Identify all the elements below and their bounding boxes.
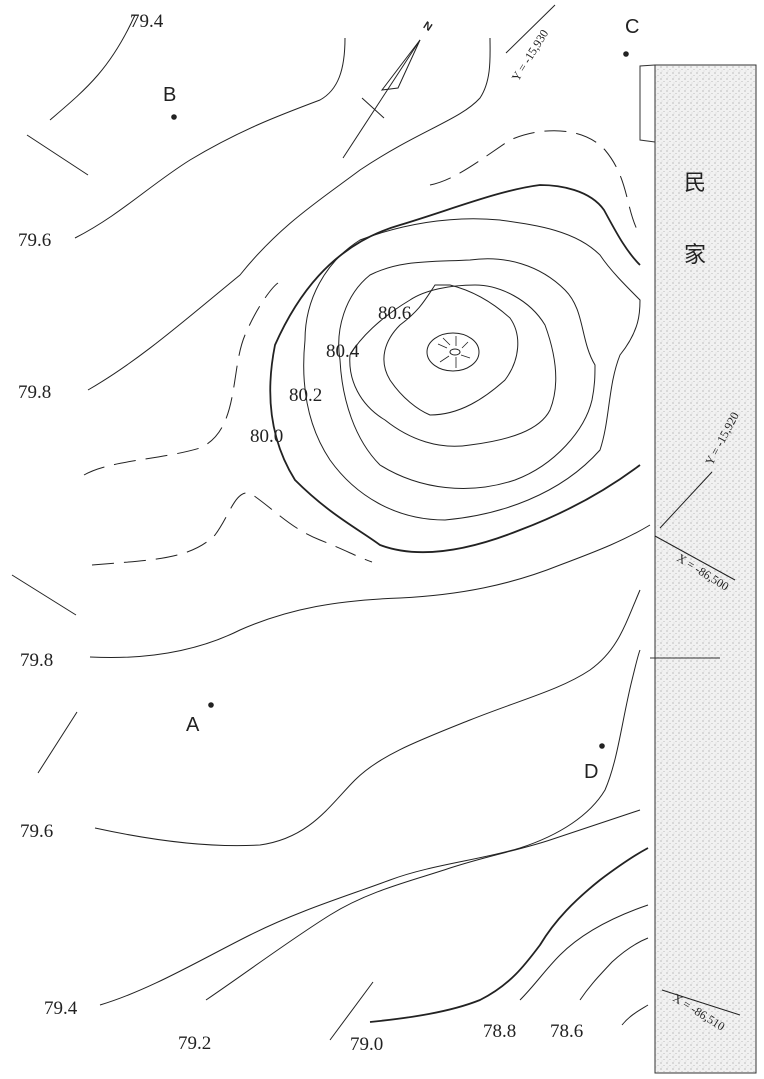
contour-label-796-left-bottom: 79.6: [20, 821, 53, 842]
building-label-2: 家: [684, 242, 706, 267]
contour-label-794-top: 79.4: [130, 11, 164, 32]
contour-798-bottom: [89, 524, 651, 658]
contour-dashed-lower: [91, 492, 373, 566]
point-a-marker: [208, 702, 214, 708]
grid-tick-top-left: [26, 134, 89, 176]
contour-dashed-upper: [83, 282, 279, 476]
grid-tick-y-right: [659, 471, 713, 529]
building: 民 家: [639, 64, 757, 1074]
contour-806: [349, 284, 557, 447]
point-d-label: D: [584, 761, 598, 783]
building-area: [654, 64, 757, 1074]
north-arrow-head: [380, 39, 421, 91]
contour-label-806: 80.6: [378, 303, 411, 324]
contour-802: [303, 218, 641, 521]
contour-label-788: 78.8: [483, 1021, 516, 1042]
contour-label-804: 80.4: [326, 341, 360, 362]
building-notch: [639, 64, 656, 143]
contour-794-top: [49, 14, 136, 121]
grid-tick-left-lower: [37, 711, 78, 774]
grid-label-y-top: Y = -15,930: [509, 27, 552, 84]
north-label: N: [421, 20, 434, 34]
contour-792: [205, 809, 641, 1001]
point-d-marker: [599, 743, 605, 749]
point-c-label: C: [625, 16, 639, 38]
contour-label-802: 80.2: [289, 385, 322, 406]
summit-center: [449, 348, 461, 356]
survey-points: [171, 51, 629, 749]
point-b-marker: [171, 114, 177, 120]
point-a-label: A: [186, 714, 200, 736]
grid-tick-y-top: [505, 4, 556, 54]
building-label-1: 民: [684, 170, 706, 195]
point-b-label: B: [163, 84, 176, 106]
summit-hachures: [437, 336, 471, 368]
contour-dashed-right: [429, 130, 641, 236]
contour-796-top: [74, 37, 346, 239]
contour-label-794-bottom: 79.4: [44, 998, 78, 1019]
contour-label-798-left-top: 79.8: [18, 382, 51, 403]
contour-label-800: 80.0: [250, 426, 283, 447]
north-arrow-crossbar: [361, 97, 385, 119]
point-c-marker: [623, 51, 629, 57]
grid-tick-x-mid: [654, 535, 736, 581]
contour-798-top: [87, 37, 491, 391]
contour-796-bottom: [94, 589, 641, 847]
contour-label-798-left-bottom: 79.8: [20, 650, 53, 671]
contour-label-786: 78.6: [550, 1021, 583, 1042]
grid-tick-left-mid: [11, 574, 77, 616]
contour-808: [383, 284, 519, 416]
contour-label-790: 79.0: [350, 1034, 383, 1055]
contour-790: [369, 847, 649, 1023]
contour-label-796-left-top: 79.6: [18, 230, 51, 251]
contour-786: [579, 937, 649, 1001]
summit-ring: [426, 332, 480, 372]
contour-800: [269, 184, 641, 554]
grid-tick-x-bottom: [661, 989, 741, 1016]
contour-788: [519, 904, 649, 1001]
north-arrow-shaft: [342, 39, 421, 159]
contour-label-792: 79.2: [178, 1033, 211, 1054]
contour-804: [338, 258, 596, 489]
contour-794-bottom: [99, 649, 641, 1006]
north-arrow: [342, 39, 421, 159]
contour-lines: [11, 4, 741, 1041]
contour-784: [621, 1004, 649, 1026]
grid-tick-bottom: [329, 981, 374, 1041]
